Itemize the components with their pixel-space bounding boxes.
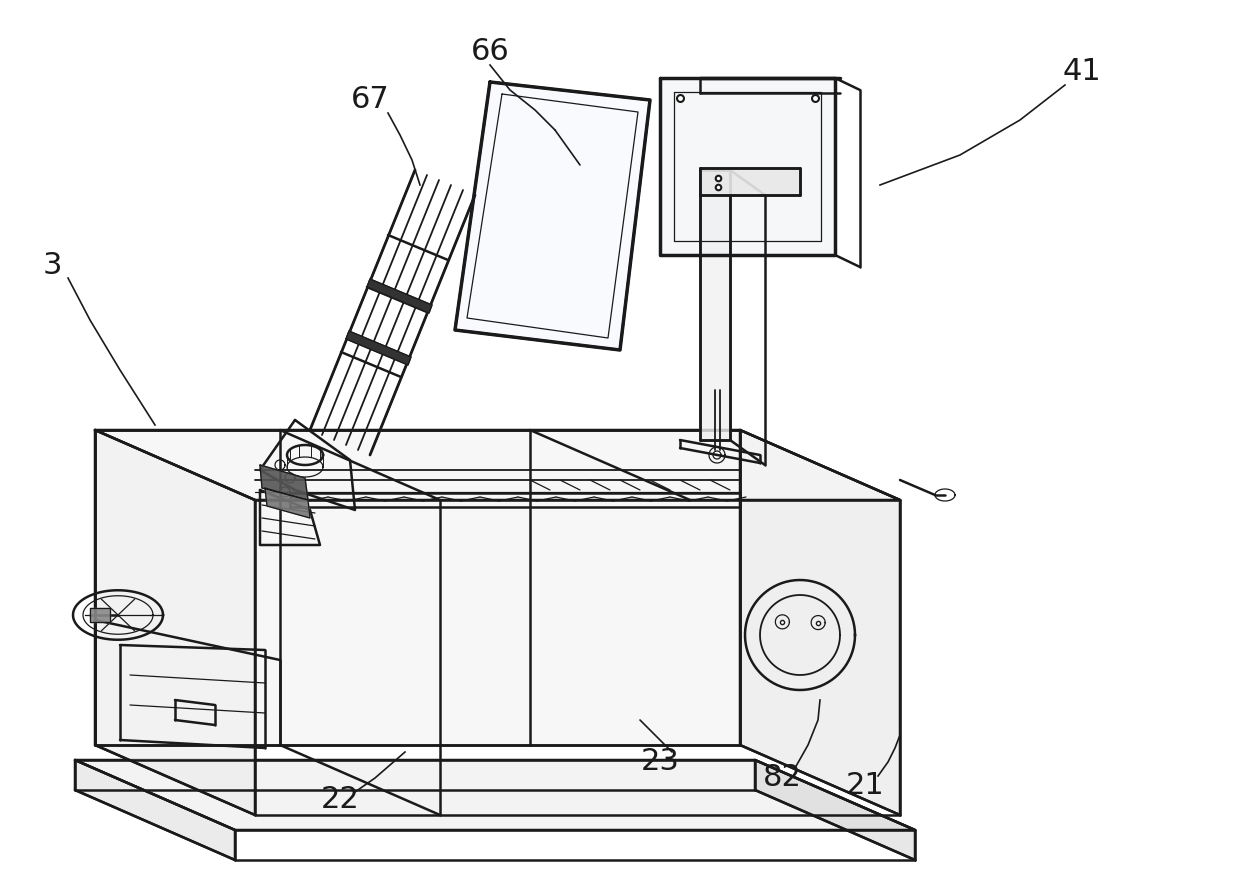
Polygon shape [701,170,730,440]
Polygon shape [346,331,410,365]
Text: 66: 66 [471,37,510,67]
Polygon shape [95,430,740,745]
Polygon shape [95,430,255,815]
Text: 23: 23 [641,748,680,776]
Polygon shape [95,430,900,500]
Polygon shape [74,760,915,830]
Polygon shape [265,488,310,518]
Text: 22: 22 [321,786,360,814]
Polygon shape [74,760,236,860]
Polygon shape [740,430,900,815]
Text: 67: 67 [351,85,389,115]
Polygon shape [755,760,915,860]
Polygon shape [701,168,800,195]
Text: 82: 82 [763,764,801,792]
Polygon shape [455,82,650,350]
Polygon shape [367,279,432,313]
Text: 3: 3 [42,250,62,279]
Polygon shape [260,465,308,500]
Polygon shape [91,608,110,622]
Polygon shape [660,78,835,255]
Text: 21: 21 [846,771,884,799]
Text: 41: 41 [1063,58,1101,86]
